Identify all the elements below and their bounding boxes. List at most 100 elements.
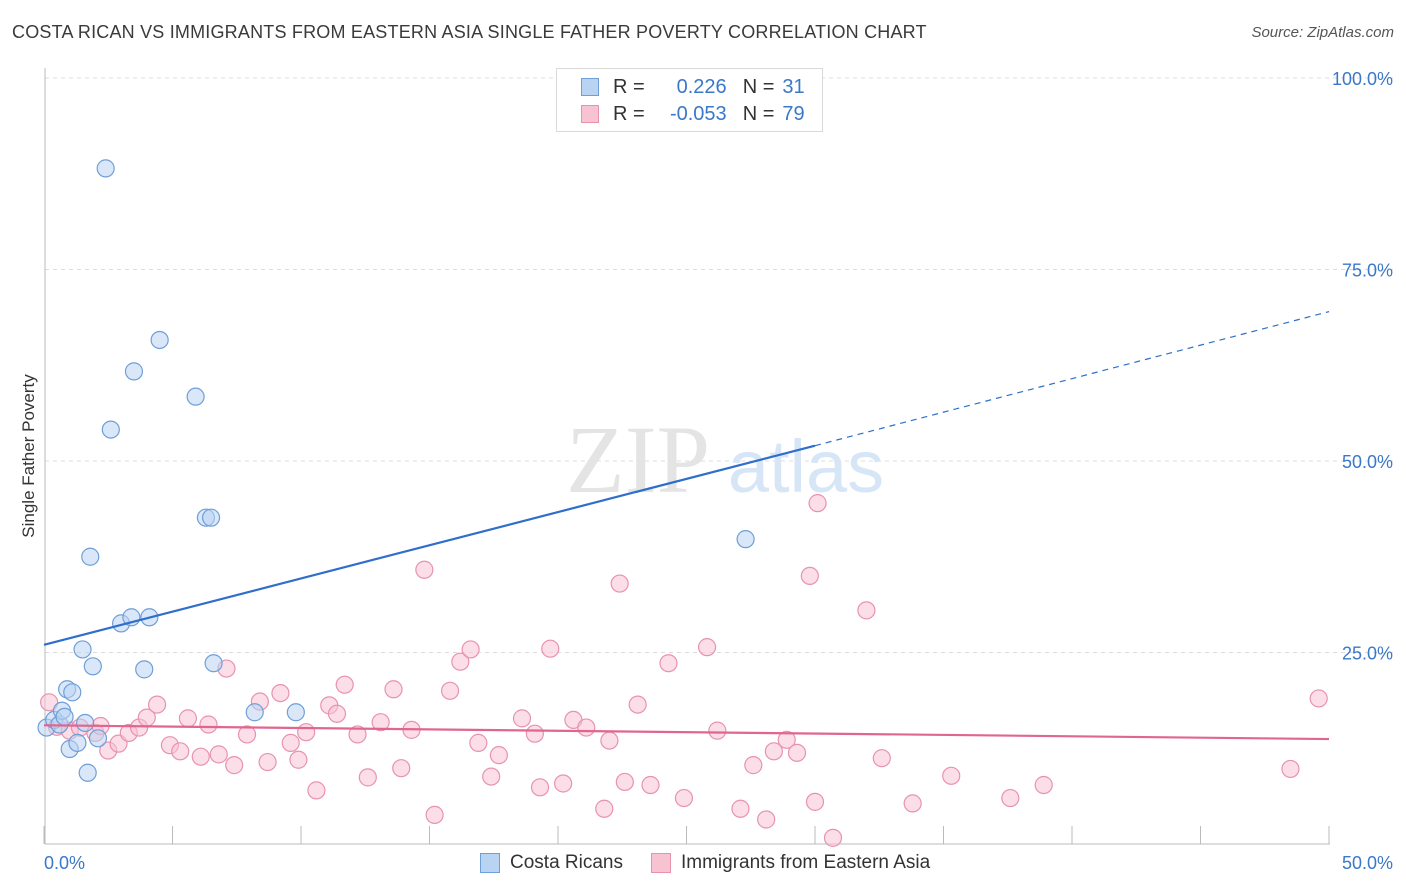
data-point <box>425 805 444 824</box>
data-point <box>297 723 316 742</box>
data-point <box>237 725 257 744</box>
data-point <box>209 745 228 764</box>
legend-swatch-blue <box>480 853 500 873</box>
axes <box>43 68 1330 845</box>
legend-swatch-pink <box>651 853 671 873</box>
data-point <box>600 731 619 750</box>
legend-item-immigrants[interactable]: Immigrants from Eastern Asia <box>651 852 930 874</box>
y-tick-label: 100.0% <box>1332 69 1393 89</box>
data-point <box>659 654 678 673</box>
data-point <box>808 494 827 513</box>
data-point <box>872 749 891 768</box>
series-costa-ricans <box>37 159 755 782</box>
data-point <box>512 709 532 728</box>
grid-lines <box>45 77 1394 653</box>
data-point <box>577 718 596 737</box>
data-point <box>225 756 244 775</box>
data-point <box>281 733 300 752</box>
data-point <box>335 675 354 694</box>
series-legend: Costa Ricans Immigrants from Eastern Asi… <box>480 852 958 874</box>
y-axis-label: Single Father Poverty <box>19 374 38 538</box>
data-point <box>736 530 755 549</box>
watermark: ZIP atlas <box>566 406 884 513</box>
legend-label-costa-ricans: Costa Ricans <box>510 852 623 873</box>
data-point <box>81 547 100 566</box>
legend-r-value: 0.226 <box>676 75 727 98</box>
data-point <box>68 733 87 752</box>
data-point <box>73 640 92 659</box>
data-point <box>610 574 629 593</box>
data-point <box>1309 689 1328 708</box>
data-point <box>83 657 102 676</box>
legend-swatch-pink <box>581 105 599 123</box>
data-point <box>615 772 634 792</box>
legend-label-immigrants: Immigrants from Eastern Asia <box>681 852 931 873</box>
data-point <box>1281 759 1300 779</box>
data-point <box>708 721 727 740</box>
data-point <box>787 743 807 762</box>
data-point <box>744 756 763 775</box>
data-point <box>764 742 783 761</box>
data-point <box>530 778 550 797</box>
correlation-legend: R = 0.226 N = 31 R = -0.053 N = 79 <box>556 68 823 132</box>
data-point <box>674 788 694 808</box>
data-point <box>595 799 614 818</box>
data-point <box>186 387 205 406</box>
data-point <box>191 747 210 766</box>
data-point <box>384 680 403 699</box>
y-tick-label: 25.0% <box>1342 644 1393 664</box>
data-point <box>150 330 169 350</box>
data-point <box>289 750 308 769</box>
data-point <box>88 729 108 748</box>
legend-item-costa-ricans[interactable]: Costa Ricans <box>480 852 623 874</box>
data-point <box>482 767 501 786</box>
tick-labels: 25.0% 50.0% 75.0% 100.0% 0.0% 50.0% <box>44 69 1393 873</box>
data-point <box>942 766 961 785</box>
data-point <box>178 709 198 728</box>
data-point <box>358 768 377 787</box>
data-point <box>1001 788 1020 808</box>
data-point <box>204 654 223 673</box>
data-point <box>171 742 190 761</box>
data-point <box>805 792 825 811</box>
data-point <box>469 733 488 752</box>
legend-n-value: 79 <box>782 102 805 125</box>
data-point <box>199 715 218 734</box>
trend-lines <box>43 311 1330 741</box>
data-point <box>245 703 264 722</box>
trend-line-extension <box>814 311 1330 447</box>
x-tick-label: 50.0% <box>1342 853 1393 873</box>
data-point <box>697 638 717 657</box>
watermark-zip: ZIP <box>566 406 710 513</box>
data-point <box>307 781 326 800</box>
legend-swatch-blue <box>581 78 599 96</box>
data-point <box>415 560 434 579</box>
data-point <box>800 566 819 586</box>
watermark-atlas: atlas <box>728 425 884 508</box>
source-label: Source: ZipAtlas.com <box>1251 24 1394 41</box>
legend-row-immigrants: R = -0.053 N = 79 <box>581 102 805 126</box>
data-point <box>271 683 290 703</box>
data-point <box>777 730 796 749</box>
data-point <box>40 693 59 712</box>
y-tick-label: 75.0% <box>1342 261 1393 281</box>
series-immigrants-eastern-asia <box>40 494 1328 847</box>
data-point <box>76 713 95 733</box>
data-point <box>461 640 480 659</box>
data-point <box>147 695 167 714</box>
trend-line <box>43 444 816 646</box>
data-point <box>628 695 647 714</box>
data-point <box>348 725 367 744</box>
data-point <box>731 799 750 818</box>
data-point <box>903 794 922 813</box>
legend-r-value: -0.053 <box>669 102 727 125</box>
legend-r-label: R = <box>613 102 645 125</box>
data-point <box>451 652 470 671</box>
data-point <box>201 508 221 527</box>
legend-r-label: R = <box>613 75 645 98</box>
data-point <box>63 683 82 702</box>
data-point <box>757 810 776 829</box>
data-point <box>371 713 390 732</box>
data-point <box>101 420 120 439</box>
